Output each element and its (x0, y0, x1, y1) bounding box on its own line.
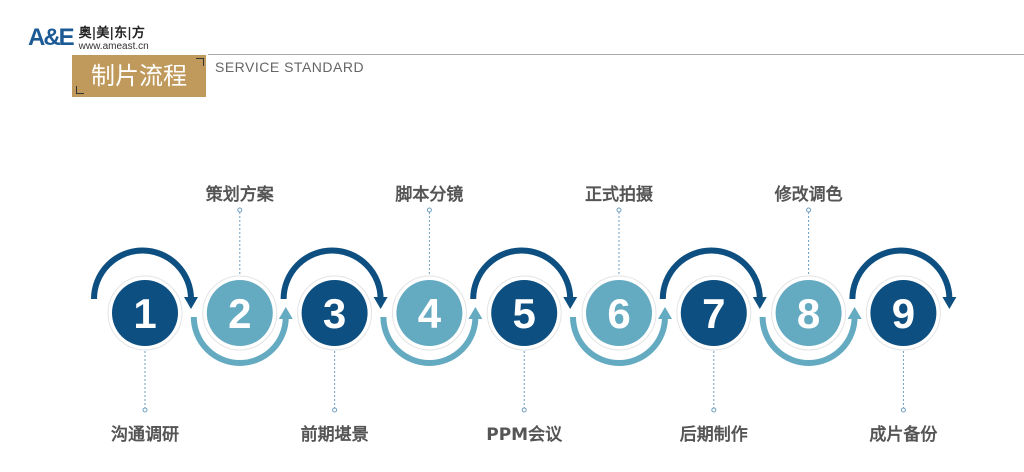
arrow-down-icon (373, 297, 388, 309)
top-arc (849, 247, 953, 300)
arrow-up-icon (658, 307, 672, 319)
step-label: 正式拍摄 (585, 185, 653, 205)
step-label: 成片备份 (869, 425, 938, 445)
top-arc (91, 247, 194, 300)
top-arc (470, 247, 574, 300)
logo: A&E 奥|美|东|方 www.ameast.cn (28, 24, 149, 53)
connector-dot (711, 407, 717, 413)
step-circle (112, 280, 178, 346)
step-circle (396, 280, 463, 346)
step-number: 4 (418, 290, 442, 337)
step-number: 9 (892, 290, 915, 337)
top-arc (280, 247, 384, 300)
step-number: 5 (513, 290, 536, 337)
bottom-arc (759, 316, 858, 366)
bottom-arc (190, 316, 289, 366)
arrow-up-icon (468, 307, 483, 319)
connector-dot (142, 407, 148, 413)
top-arc (659, 247, 763, 300)
bottom-arc (380, 316, 479, 366)
step-label: 前期堪景 (300, 425, 369, 445)
step-number: 8 (797, 290, 820, 337)
logo-name: 奥|美|东|方 (78, 26, 145, 41)
step-circle (775, 280, 842, 346)
step-number: 3 (323, 290, 346, 337)
step-label: 脚本分镜 (395, 185, 464, 205)
step-number: 6 (607, 290, 630, 337)
bottom-arc (570, 316, 668, 366)
step-circle (586, 280, 652, 346)
step-number: 2 (228, 290, 251, 337)
step-label: 修改调色 (774, 185, 843, 205)
step-label: PPM会议 (486, 425, 563, 445)
connector-dot (332, 407, 338, 413)
page-subtitle: SERVICE STANDARD (215, 59, 365, 75)
connector-dot (426, 207, 432, 213)
step-circle (206, 280, 273, 346)
step-circle (680, 280, 747, 346)
arrow-up-icon (847, 307, 862, 319)
arrow-up-icon (278, 307, 293, 319)
connector-dot (237, 207, 243, 213)
step-label: 后期制作 (679, 425, 748, 445)
connector-dot (806, 207, 812, 213)
connector-dot (900, 407, 906, 413)
step-label: 策划方案 (205, 185, 274, 205)
step-circle (491, 280, 558, 346)
step-circle (870, 280, 937, 346)
arrow-down-icon (942, 297, 957, 309)
logo-mark: A&E (28, 24, 75, 51)
step-label: 沟通调研 (111, 425, 179, 445)
page-title: 制片流程 (72, 55, 206, 97)
step-number: 1 (133, 290, 156, 337)
connector-dot (616, 207, 622, 213)
step-circle (301, 280, 368, 346)
step-number: 7 (702, 290, 725, 337)
connector-dot (521, 407, 527, 413)
header-divider (208, 54, 1024, 55)
arrow-down-icon (563, 297, 578, 309)
logo-url: www.ameast.cn (78, 41, 149, 52)
corner-decoration (196, 58, 204, 66)
corner-decoration (76, 86, 84, 94)
arrow-down-icon (184, 297, 198, 309)
arrow-down-icon (752, 297, 767, 309)
